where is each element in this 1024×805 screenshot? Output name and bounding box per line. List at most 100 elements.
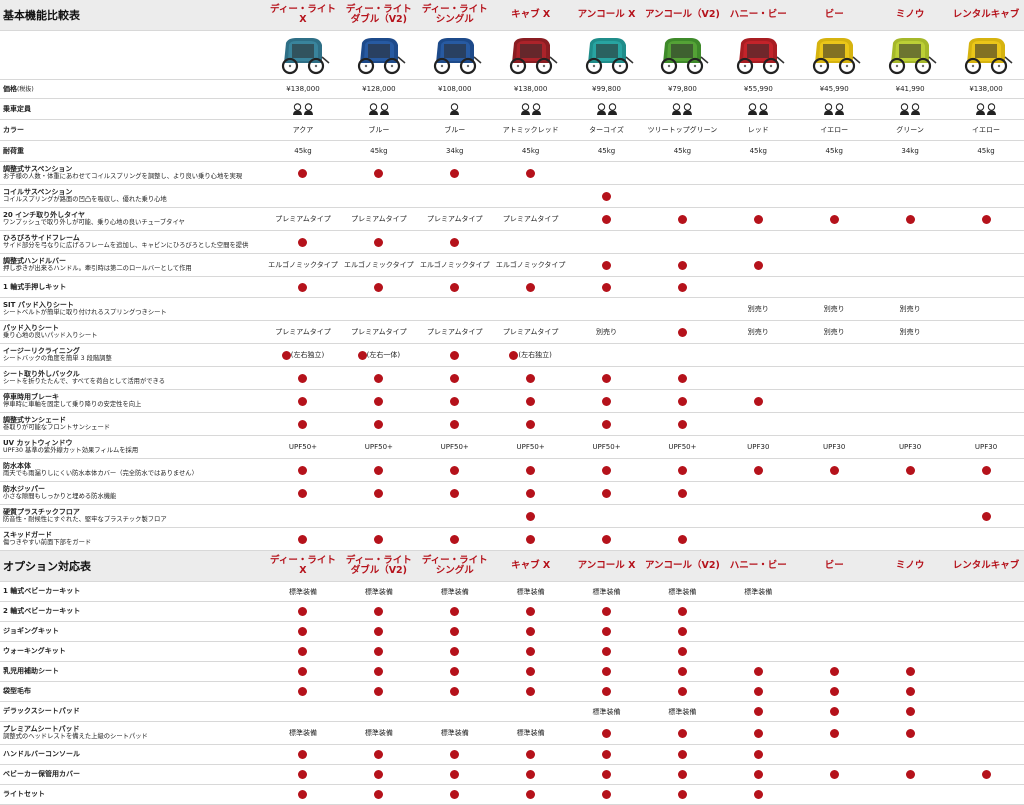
cell-text: 標準装備 xyxy=(668,587,697,596)
availability-dot xyxy=(450,790,460,799)
feature-description: 防音性・耐候性にすぐれた、堅牢なプラスチック製フロア xyxy=(3,516,167,524)
cell-text: ¥41,990 xyxy=(895,85,925,93)
cell-text: 標準装備 xyxy=(288,729,317,737)
feature-cell xyxy=(644,253,721,277)
feature-cell xyxy=(644,661,721,682)
availability-dot xyxy=(677,396,687,406)
feature-name: 耐荷重 xyxy=(3,146,24,155)
feature-cell xyxy=(796,98,873,120)
cell-text: UPF50+ xyxy=(288,443,318,451)
feature-label: パッド入りシート 乗り心地の良いパッド入りシート xyxy=(0,320,266,344)
feature-cell xyxy=(872,366,949,390)
cell-text: UPF30 xyxy=(823,443,846,451)
availability-dot xyxy=(677,214,687,224)
feature-cell xyxy=(265,601,341,622)
feature-name: 防水ジッパー xyxy=(3,485,45,494)
product-image-cell xyxy=(644,30,721,80)
cell-text: ターコイズ xyxy=(589,126,624,134)
feature-cell: 標準装備 xyxy=(644,581,721,602)
feature-label: 価格(税抜) xyxy=(0,79,266,99)
feature-label: 調整式ハンドルバー 押し歩きが出来るハンドル。牽引時は第二のロールバーとして作用 xyxy=(0,253,266,277)
product-image-row xyxy=(0,30,1024,80)
feature-cell xyxy=(948,721,1024,745)
model-name-line: ディー・ライト xyxy=(345,554,412,566)
feature-cell xyxy=(644,207,721,231)
model-name-line: ダブル（V2) xyxy=(350,565,407,576)
feature-cell: 標準装備 xyxy=(644,701,721,722)
feature-cell: プレミアムタイプ xyxy=(492,320,569,344)
child-icon xyxy=(672,103,682,115)
availability-dot xyxy=(298,750,308,759)
child-icon xyxy=(292,103,302,115)
cell-text: 34kg xyxy=(901,147,919,155)
availability-dot xyxy=(450,607,460,616)
feature-name: コイルサスペンション xyxy=(3,188,73,197)
availability-dot xyxy=(526,511,536,521)
availability-dot xyxy=(298,465,308,475)
availability-dot xyxy=(905,707,915,716)
feature-name: 20 インチ取り外しタイヤ xyxy=(3,211,85,220)
feature-cell xyxy=(492,276,569,298)
feature-description: シートを折りたたんで、すべてを荷台として活用ができる xyxy=(3,378,166,386)
feature-row: ウォーキングキット xyxy=(0,641,1024,662)
availability-dot xyxy=(753,260,763,270)
availability-dot xyxy=(753,750,763,759)
cell-text: UPF50+ xyxy=(516,443,545,451)
availability-dot xyxy=(602,373,612,383)
feature-name: パッド入りシート xyxy=(3,324,59,333)
availability-dot xyxy=(298,488,308,498)
feature-cell xyxy=(796,721,873,745)
availability-dot xyxy=(526,750,536,759)
feature-cell xyxy=(416,764,493,785)
feature-label: イージーリクライニング シートバックの角度を簡単 3 段階調整 xyxy=(0,343,266,367)
cell-text: プレミアムタイプ xyxy=(351,215,407,223)
cell-text: ¥128,000 xyxy=(362,85,396,93)
feature-cell xyxy=(265,621,341,642)
feature-cell xyxy=(265,661,341,682)
feature-label: デラックスシートパッド xyxy=(0,701,266,722)
feature-cell xyxy=(872,481,949,505)
availability-dot xyxy=(677,327,687,337)
availability-dot xyxy=(298,168,308,178)
availability-dot xyxy=(450,350,460,360)
feature-cell xyxy=(568,601,645,622)
feature-cell: UPF50+ xyxy=(265,435,341,459)
feature-cell xyxy=(796,366,873,390)
feature-cell xyxy=(568,412,645,436)
feature-name: 袋型毛布 xyxy=(3,687,31,696)
feature-cell xyxy=(492,601,569,622)
feature-cell xyxy=(568,98,645,120)
cell-text: プレミアムタイプ xyxy=(502,328,559,336)
availability-dot xyxy=(905,728,915,738)
availability-dot xyxy=(374,396,384,406)
cell-text: エルゴノミックタイプ xyxy=(268,261,338,269)
feature-label: コイルサスペンション コイルスプリングが路面の凹凸を吸収し、優れた乗り心地 xyxy=(0,184,266,208)
feature-cell xyxy=(948,297,1024,321)
feature-row: ライトセット xyxy=(0,784,1024,805)
availability-dot xyxy=(602,282,612,292)
feature-cell xyxy=(340,98,417,120)
availability-dot xyxy=(298,627,308,636)
feature-cell xyxy=(568,504,645,528)
feature-cell xyxy=(872,98,949,120)
feature-cell: (左右一体) xyxy=(340,343,417,367)
feature-name: プレミアムシートパッド xyxy=(3,725,80,734)
cell-text: レッド xyxy=(747,126,769,134)
section-header-row: 基本機能比較表 ディー・ライト X ディー・ライト ダブル（V2) ディー・ライト シングル… xyxy=(0,0,1024,31)
feature-label: 防水本体 雨天でも雨漏りしにくい防水本体カバー（完全防水ではありません） xyxy=(0,458,266,482)
cell-text: UPF50+ xyxy=(440,443,469,451)
feature-name: SIT パッド入りシート xyxy=(3,301,74,310)
availability-dot xyxy=(602,770,612,779)
availability-dot xyxy=(526,790,536,799)
feature-cell xyxy=(872,701,949,722)
availability-dot xyxy=(298,667,308,676)
feature-description: お子様の人数・体重にあわせてコイルスプリングを調整し、より良い乗り心地を実現 xyxy=(3,173,243,181)
feature-cell: 45kg xyxy=(720,140,797,162)
feature-row: 防水本体 雨天でも雨漏りしにくい防水本体カバー（完全防水ではありません） xyxy=(0,458,1024,482)
availability-dot xyxy=(526,396,536,406)
feature-cell xyxy=(492,527,569,551)
feature-cell: UPF50+ xyxy=(568,435,645,459)
feature-cell xyxy=(644,621,721,642)
feature-cell xyxy=(872,253,949,277)
availability-dot xyxy=(677,282,687,292)
